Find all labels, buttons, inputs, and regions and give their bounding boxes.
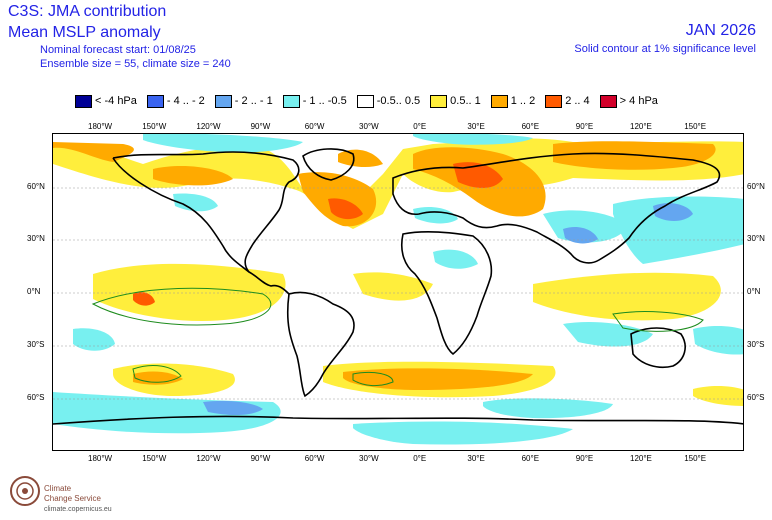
valid-month-label: JAN 2026 (685, 22, 756, 39)
legend-label: > 4 hPa (619, 95, 658, 107)
c3s-name-line2: Change Service (44, 494, 101, 503)
longitude-tick-label: 90°W (250, 122, 271, 131)
longitude-tick-label: 180°W (88, 454, 113, 463)
longitude-tick-label: 30°W (359, 454, 379, 463)
latitude-tick-label: 30°N (747, 234, 765, 243)
legend-swatch (545, 94, 563, 108)
latitude-tick-label: 60°S (747, 393, 765, 402)
legend-swatch (214, 94, 232, 108)
latitude-tick-label: 30°S (747, 340, 765, 349)
longitude-tick-label: 60°W (304, 122, 325, 131)
latitude-tick-label: 60°N (27, 182, 45, 191)
latitude-tick-label: 30°S (27, 340, 45, 349)
c3s-url: climate.copernicus.eu (44, 506, 112, 513)
legend-label: - 2 .. - 1 (234, 95, 273, 107)
longitude-tick-label: 150°W (142, 454, 167, 463)
variable-title: Mean MSLP anomaly (8, 24, 161, 41)
anomaly-fields (53, 134, 743, 445)
longitude-tick-label: 120°E (630, 122, 652, 131)
ensemble-size-label: Ensemble size = 55, climate size = 240 (40, 58, 231, 70)
longitude-tick-label: 30°E (467, 454, 485, 463)
latitude-tick-label: 0°N (747, 287, 761, 296)
anomaly-map (53, 134, 743, 450)
legend-item: 1 .. 2 (490, 93, 536, 109)
coastlines (53, 148, 743, 425)
legend-item: 2 .. 4 (545, 93, 590, 109)
legend-label: - 4 .. - 2 (166, 95, 205, 107)
c3s-logo (8, 474, 42, 513)
legend-item: - 1 .. -0.5 (282, 93, 347, 109)
longitude-tick-label: 180°W (88, 122, 113, 131)
legend-label: - 1 .. -0.5 (302, 95, 347, 107)
legend-swatch (599, 94, 617, 108)
significance-note: Solid contour at 1% significance level (574, 43, 756, 55)
longitude-tick-label: 30°E (467, 122, 485, 131)
legend-item: - 2 .. - 1 (214, 93, 273, 109)
latitude-tick-label: 60°S (27, 393, 45, 402)
c3s-name-line1: Climate (44, 484, 72, 493)
legend-swatch (490, 94, 508, 108)
longitude-tick-label: 0°E (413, 454, 427, 463)
longitude-tick-label: 120°W (196, 454, 221, 463)
legend-item: 0.5.. 1 (430, 93, 481, 109)
longitude-tick-label: 60°W (304, 454, 325, 463)
color-legend: < -4 hPa - 4 .. - 2 - 2 .. - 1 - 1 .. -0.5 -… (75, 93, 668, 109)
legend-item: > 4 hPa (599, 93, 658, 109)
c3s-name: Climate Change Service (44, 484, 101, 504)
latitude-tick-label: 0°N (27, 287, 41, 296)
legend-label: 2 .. 4 (565, 95, 590, 107)
legend-item: -0.5.. 0.5 (356, 93, 421, 109)
longitude-tick-label: 0°E (413, 122, 427, 131)
legend-swatch (282, 94, 300, 108)
longitude-tick-label: 120°E (630, 454, 652, 463)
longitude-tick-label: 120°W (196, 122, 221, 131)
legend-label: < -4 hPa (95, 95, 137, 107)
longitude-tick-label: 150°W (142, 122, 167, 131)
longitude-tick-label: 60°E (521, 454, 540, 463)
legend-label: -0.5.. 0.5 (376, 95, 421, 107)
legend-swatch (75, 94, 92, 108)
longitude-tick-label: 150°E (684, 122, 707, 131)
legend-label: 1 .. 2 (510, 95, 536, 107)
latitude-tick-label: 30°N (27, 234, 45, 243)
longitude-tick-label: 150°E (684, 454, 707, 463)
c3s-logo-icon (10, 476, 40, 506)
graticule (53, 187, 743, 400)
legend-swatch (146, 94, 164, 108)
legend-item: - 4 .. - 2 (146, 93, 205, 109)
longitude-tick-label: 90°E (575, 454, 594, 463)
chart-title: C3S: JMA contribution (8, 3, 167, 20)
map-panel (52, 133, 744, 451)
significance-contours (91, 287, 704, 387)
forecast-start-label: Nominal forecast start: 01/08/25 (40, 44, 196, 56)
legend-item: < -4 hPa (75, 93, 137, 109)
longitude-tick-label: 90°W (250, 454, 271, 463)
longitude-tick-label: 60°E (521, 122, 540, 131)
legend-swatch (430, 94, 448, 108)
legend-swatch (356, 94, 374, 108)
longitude-tick-label: 30°W (359, 122, 379, 131)
legend-label: 0.5.. 1 (450, 95, 481, 107)
latitude-tick-label: 60°N (747, 182, 765, 191)
longitude-tick-label: 90°E (575, 122, 594, 131)
